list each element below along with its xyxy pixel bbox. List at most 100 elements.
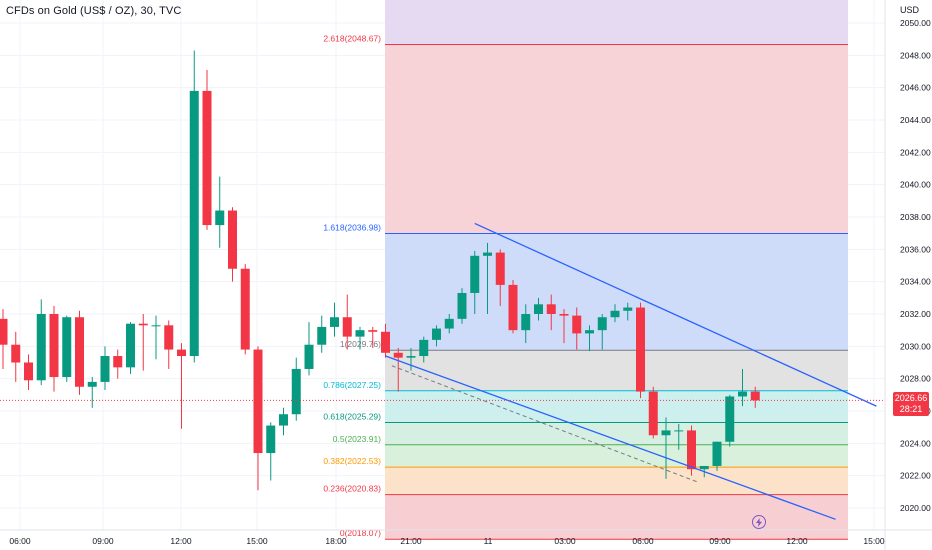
time-tick-label: 12:00 — [786, 536, 808, 546]
candle-body — [355, 330, 365, 337]
price-tick-label: 2032.00 — [900, 309, 931, 319]
candle-body — [623, 307, 633, 311]
candle-body — [113, 356, 123, 368]
candle-body — [610, 310, 620, 318]
price-tick-label: 2020.00 — [900, 503, 931, 513]
trendline-dashed — [391, 365, 699, 483]
fib-level-label: 0.236(2020.83) — [323, 484, 381, 494]
candle-body — [661, 430, 671, 436]
fib-zone — [385, 390, 848, 423]
candle-body — [240, 268, 250, 350]
candle-body — [750, 391, 760, 401]
candle-body — [457, 292, 467, 319]
candle-body — [636, 307, 645, 392]
fib-zone — [385, 0, 848, 45]
price-tick-label: 2030.00 — [900, 341, 931, 351]
current-price-value: 2026.66 — [894, 393, 928, 403]
candle-body — [304, 344, 314, 369]
time-tick-label: 12:00 — [170, 536, 192, 546]
fib-zone — [385, 422, 848, 445]
candle-body — [164, 325, 174, 350]
candle-body — [100, 356, 110, 382]
candle-body — [432, 328, 441, 340]
fib-level-label: 0.5(2023.91) — [333, 434, 381, 444]
fib-level-label: 0.382(2022.53) — [323, 456, 381, 466]
candle-body — [75, 317, 84, 387]
candle-body — [138, 323, 148, 326]
time-tick-label: 15:00 — [863, 536, 885, 546]
candle-body — [699, 465, 709, 470]
time-tick-label: 09:00 — [709, 536, 731, 546]
candle-body — [24, 362, 33, 381]
fib-level-label: 0.786(2027.25) — [323, 380, 381, 390]
candle-body — [279, 414, 288, 426]
time-tick-label: 09:00 — [92, 536, 114, 546]
price-tick-label: 2050.00 — [900, 18, 931, 28]
candle-body — [546, 304, 556, 314]
candle-body — [738, 391, 747, 397]
candle-body — [291, 368, 301, 415]
bar-countdown: 28:21 — [899, 404, 923, 414]
time-tick-label: 21:00 — [400, 536, 422, 546]
candle-body — [406, 356, 416, 358]
price-tick-label: 2042.00 — [900, 147, 931, 157]
price-tick-label: 2036.00 — [900, 244, 931, 254]
fib-level-label: 1.618(2036.98) — [323, 222, 381, 232]
price-tick-label: 2028.00 — [900, 374, 931, 384]
candle-body — [368, 330, 378, 332]
candle-body — [419, 339, 429, 357]
candle-body — [317, 326, 327, 345]
fib-zone — [385, 350, 848, 391]
candle-body — [330, 317, 339, 327]
time-tick-label: 11 — [484, 536, 493, 546]
candle-body — [393, 352, 403, 358]
fib-zone — [385, 233, 848, 351]
candle-body — [521, 314, 531, 331]
candle-body — [215, 210, 225, 226]
candle-body — [266, 425, 276, 454]
candle-body — [648, 391, 658, 436]
trendline — [385, 355, 836, 520]
candle-body — [126, 323, 135, 368]
candle-body — [559, 314, 569, 316]
candle-body — [712, 441, 722, 466]
candle-body — [202, 90, 212, 226]
candle-body — [228, 210, 237, 269]
fib-level-label: 2.618(2048.67) — [323, 34, 381, 44]
current-price-badge: 2026.66 28:21 — [893, 392, 929, 416]
candle-body — [151, 325, 161, 327]
candle-body — [585, 330, 594, 334]
fib-zone — [385, 444, 848, 468]
price-axis-panel — [885, 0, 932, 550]
fib-zone — [385, 44, 848, 234]
time-tick-label: 06:00 — [9, 536, 31, 546]
fib-zone — [385, 494, 848, 540]
candle-body — [674, 430, 684, 432]
candle-body — [36, 314, 46, 381]
candle-body — [725, 396, 735, 442]
candle-body — [495, 252, 505, 285]
candle-body — [11, 344, 21, 363]
price-tick-label: 2022.00 — [900, 471, 931, 481]
candle-body — [189, 90, 199, 357]
candle-body — [177, 349, 186, 357]
price-tick-label: 2034.00 — [900, 277, 931, 287]
candle-body — [470, 255, 480, 293]
lightning-icon[interactable] — [752, 515, 766, 529]
candle-body — [534, 304, 543, 314]
candle-body — [381, 331, 390, 353]
candle-body — [253, 349, 263, 454]
time-tick-label: 03:00 — [554, 536, 576, 546]
time-tick-label: 18:00 — [325, 536, 347, 546]
candle-body — [597, 317, 607, 331]
candle-body — [572, 315, 582, 334]
candle-body — [62, 317, 72, 378]
price-tick-label: 2040.00 — [900, 180, 931, 190]
price-tick-label: 2044.00 — [900, 115, 931, 125]
price-tick-label: 2038.00 — [900, 212, 931, 222]
candle-body — [87, 381, 97, 387]
fib-zone — [385, 467, 848, 495]
candle-body — [508, 284, 518, 331]
